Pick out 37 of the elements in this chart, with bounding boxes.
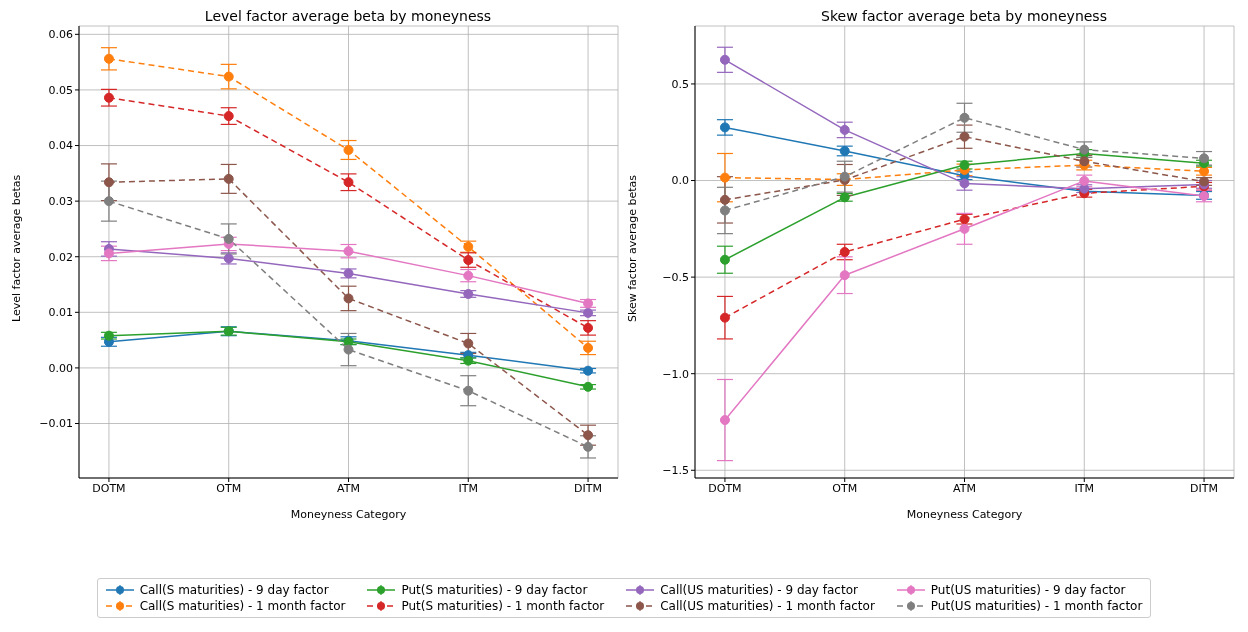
y-tick-label: −1.5 — [662, 464, 689, 478]
y-axis-title: Skew factor average betas — [625, 174, 639, 322]
x-tick-label: ITM — [458, 481, 479, 495]
y-tick-label: −0.5 — [662, 271, 689, 285]
legend-label: Call(S maturities) - 9 day factor — [139, 583, 329, 597]
x-tick-label: DITM — [1190, 481, 1219, 495]
y-tick-label: 0.01 — [48, 306, 73, 320]
legend-label: Put(US maturities) - 1 month factor — [930, 599, 1143, 613]
y-tick-label: 0.04 — [48, 139, 73, 153]
y-tick-label: −1.0 — [662, 367, 689, 381]
x-tick-label: DITM — [574, 481, 603, 495]
x-tick-label: DOTM — [92, 481, 126, 495]
legend-label: Call(US maturities) - 1 month factor — [660, 599, 875, 613]
y-tick-label: 0.02 — [48, 250, 73, 264]
y-axis-title: Level factor average betas — [9, 174, 23, 322]
y-tick-label: 0.5 — [671, 77, 689, 91]
y-tick-label: 0.0 — [671, 174, 689, 188]
y-tick-label: 0.00 — [48, 361, 73, 375]
y-tick-label: 0.03 — [48, 195, 73, 209]
x-tick-label: ATM — [337, 481, 360, 495]
legend-label: Put(US maturities) - 9 day factor — [930, 583, 1126, 597]
x-tick-label: ITM — [1074, 481, 1095, 495]
chart-title: Level factor average beta by moneyness — [203, 8, 493, 24]
chart-title: Skew factor average beta by moneyness — [820, 8, 1108, 24]
x-axis-title: Moneyness Category — [290, 508, 407, 521]
x-tick-label: OTM — [216, 481, 242, 495]
legend-label: Put(S maturities) - 9 day factor — [401, 583, 588, 597]
x-tick-label: OTM — [832, 481, 858, 495]
legend-label: Put(S maturities) - 1 month factor — [401, 599, 605, 613]
x-tick-label: DOTM — [708, 481, 742, 495]
y-tick-label: 0.05 — [48, 83, 73, 97]
y-tick-label: −0.01 — [39, 417, 73, 431]
y-tick-label: 0.06 — [48, 28, 73, 42]
legend-label: Call(S maturities) - 1 month factor — [139, 599, 346, 613]
x-axis-title: Moneyness Category — [906, 508, 1023, 521]
x-tick-label: ATM — [953, 481, 976, 495]
legend-label: Call(US maturities) - 9 day factor — [660, 583, 858, 597]
